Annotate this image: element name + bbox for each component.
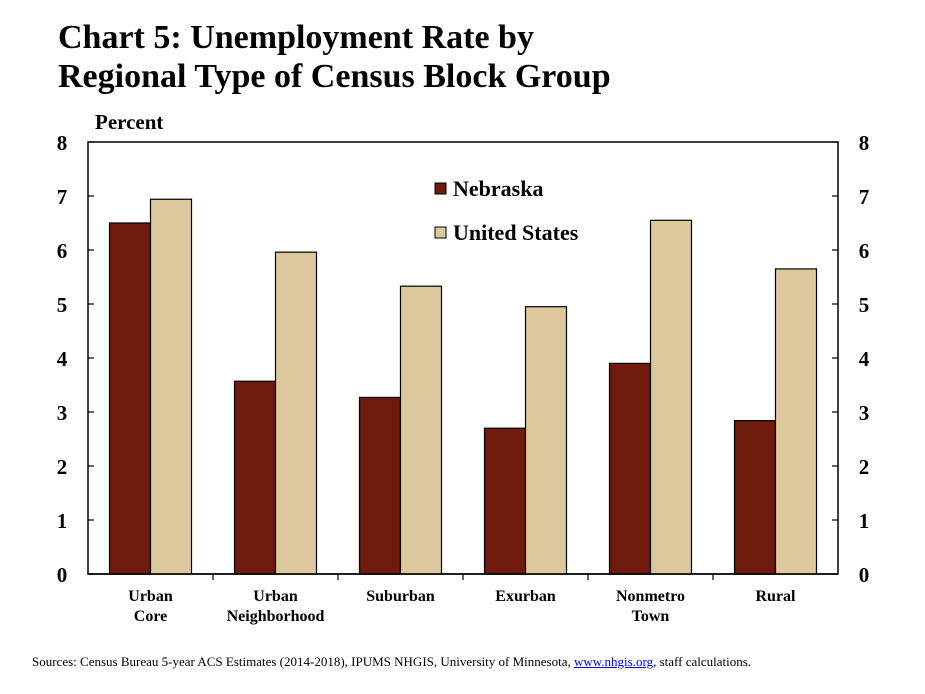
y-tick-label-right: 2 (859, 455, 870, 479)
y-tick-label-left: 6 (57, 239, 68, 263)
y-tick-label-left: 1 (57, 509, 68, 533)
y-tick-label-right: 7 (859, 185, 870, 209)
x-tick-label: Urban (253, 588, 298, 605)
sources-link[interactable]: www.nhgis.org (573, 654, 654, 669)
sources-suffix: , staff calculations. (653, 654, 752, 669)
bar-nebraska (108, 222, 152, 575)
sources-text: Sources: Census Bureau 5-year ACS Estima… (32, 654, 574, 669)
x-tick-label: Exurban (495, 588, 556, 605)
y-tick-label-left: 2 (57, 455, 68, 479)
y-tick-label-left: 8 (57, 131, 68, 155)
y-tick-label-left: 3 (57, 401, 68, 425)
y-tick-label-left: 4 (57, 347, 68, 371)
bar-united-states (149, 198, 193, 575)
y-tick-label-left: 0 (57, 563, 68, 587)
bar-chart: 0 0 1 1 2 2 3 3 4 4 5 5 6 6 7 7 8 8 Percent Urban Core Urban N… (57, 110, 870, 625)
y-tick-label-right: 3 (859, 401, 870, 425)
legend-label: United States (453, 220, 579, 245)
y-tick-label-right: 4 (859, 347, 870, 371)
bar-united-states (274, 251, 318, 575)
x-tick-label: Town (632, 608, 670, 625)
sources-note: Sources: Census Bureau 5-year ACS Estima… (32, 654, 751, 670)
bar-united-states (774, 268, 818, 575)
bar-nebraska (733, 420, 777, 575)
x-tick-label: Core (134, 608, 167, 625)
y-tick-label-right: 6 (859, 239, 870, 263)
y-axis-label: Percent (95, 110, 163, 134)
bar-nebraska (233, 380, 277, 575)
x-tick-label: Nonmetro (616, 588, 685, 605)
x-tick-label: Urban (128, 588, 173, 605)
y-tick-label-right: 0 (859, 563, 870, 587)
y-tick-label-right: 8 (859, 131, 870, 155)
y-tick-label-right: 5 (859, 293, 870, 317)
bar-nebraska (608, 362, 652, 575)
bar-united-states (649, 219, 693, 575)
x-tick-label: Rural (756, 588, 797, 605)
legend-swatch (434, 182, 447, 195)
y-tick-label-left: 7 (57, 185, 68, 209)
bar-united-states (399, 285, 443, 575)
chart-title-line-1: Chart 5: Unemployment Rate by (58, 19, 534, 56)
bar-nebraska (483, 427, 527, 575)
bar-united-states (524, 306, 568, 575)
bar-nebraska (358, 396, 402, 575)
chart-title-line-2: Regional Type of Census Block Group (58, 58, 611, 95)
legend-label: Nebraska (453, 176, 543, 201)
y-tick-label-right: 1 (859, 509, 870, 533)
legend-swatch (434, 226, 447, 239)
x-tick-label: Suburban (366, 588, 435, 605)
chart-title: Chart 5: Unemployment Rate by Regional T… (58, 18, 611, 96)
plot-frame (87, 141, 839, 575)
y-tick-label-left: 5 (57, 293, 68, 317)
x-tick-label: Neighborhood (227, 608, 325, 625)
